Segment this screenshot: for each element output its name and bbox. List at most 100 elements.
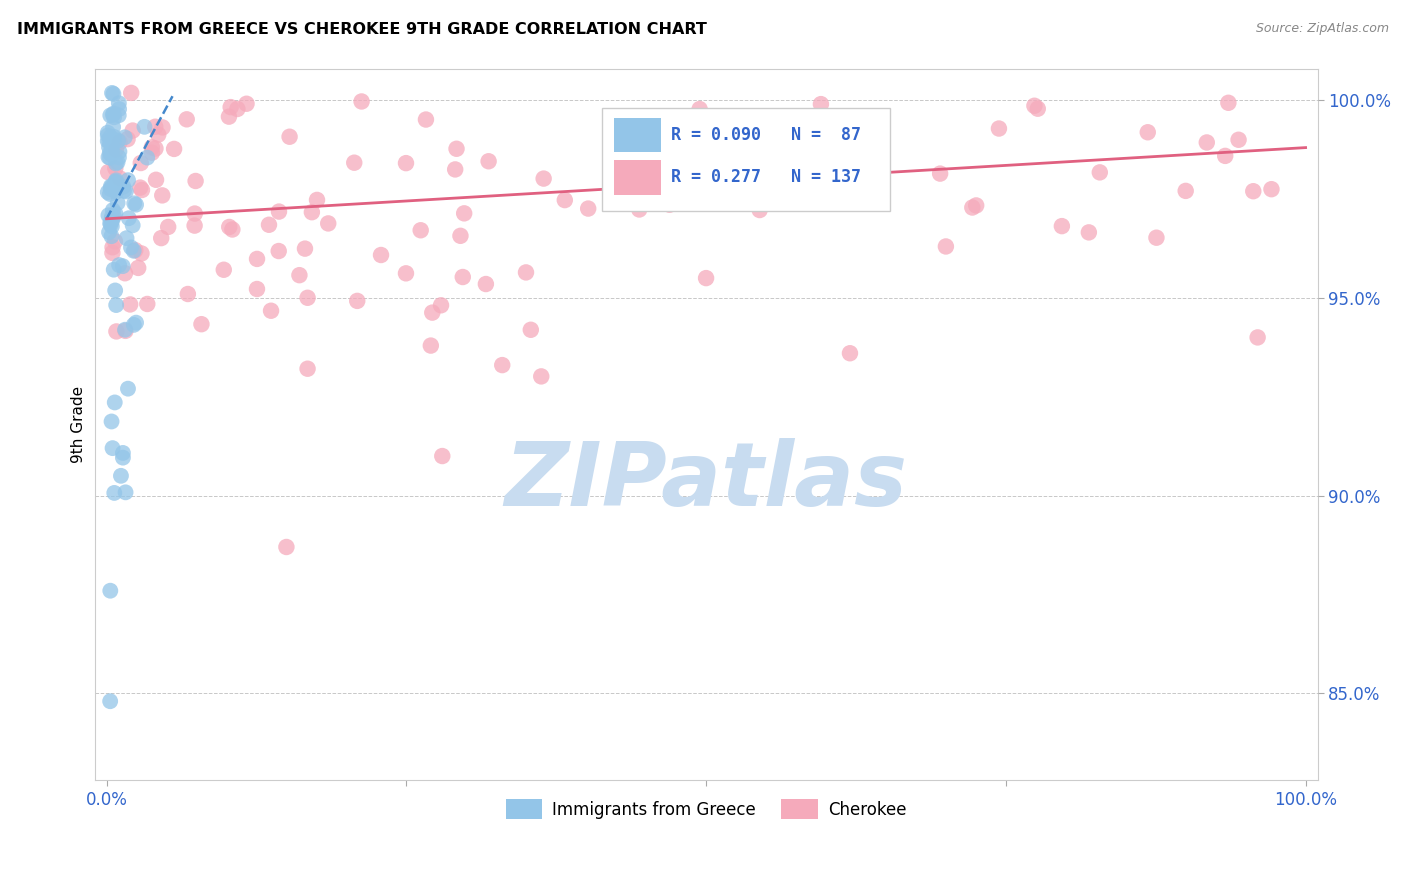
- Text: R = 0.277   N = 137: R = 0.277 N = 137: [671, 169, 860, 186]
- Point: [218, 110, 240, 124]
- Point: [219, 100, 242, 114]
- Point: [104, 175, 127, 189]
- Point: [120, 240, 142, 254]
- Point: [111, 446, 134, 460]
- Point: [122, 196, 145, 211]
- Point: [183, 219, 205, 233]
- Point: [104, 234, 127, 248]
- Point: [110, 468, 132, 483]
- Point: [108, 135, 131, 149]
- Point: [100, 147, 122, 161]
- Point: [121, 219, 143, 233]
- Point: [114, 324, 136, 338]
- Point: [103, 133, 125, 147]
- Point: [430, 298, 453, 312]
- Point: [761, 111, 783, 125]
- Point: [695, 271, 717, 285]
- Point: [103, 110, 125, 124]
- Point: [98, 151, 121, 165]
- Point: [141, 140, 163, 154]
- Point: [125, 197, 148, 211]
- Point: [515, 265, 537, 279]
- Point: [97, 150, 120, 164]
- Point: [108, 151, 131, 165]
- Point: [105, 298, 128, 312]
- Point: [737, 120, 759, 135]
- Point: [124, 243, 146, 257]
- Point: [98, 135, 121, 149]
- Point: [143, 120, 166, 134]
- Point: [226, 102, 249, 116]
- Point: [221, 222, 243, 236]
- Point: [97, 185, 120, 199]
- Point: [103, 209, 125, 223]
- Point: [100, 212, 122, 227]
- Point: [1218, 95, 1240, 110]
- Point: [101, 145, 124, 159]
- Point: [104, 143, 127, 157]
- Point: [987, 121, 1010, 136]
- Point: [104, 395, 127, 409]
- Point: [117, 132, 139, 146]
- Point: [114, 266, 136, 280]
- Point: [101, 219, 124, 234]
- Point: [145, 173, 167, 187]
- Point: [131, 183, 153, 197]
- Point: [114, 130, 136, 145]
- Point: [134, 120, 156, 134]
- FancyBboxPatch shape: [614, 161, 661, 194]
- Point: [97, 165, 120, 179]
- Point: [1195, 136, 1218, 150]
- Point: [1088, 165, 1111, 179]
- Point: [1136, 125, 1159, 139]
- Point: [114, 485, 136, 500]
- Point: [97, 134, 120, 148]
- Legend: Immigrants from Greece, Cherokee: Immigrants from Greece, Cherokee: [499, 793, 912, 825]
- Point: [432, 449, 454, 463]
- Point: [103, 106, 125, 120]
- Point: [935, 239, 957, 253]
- Point: [101, 240, 124, 254]
- Point: [104, 175, 127, 189]
- Point: [101, 179, 124, 194]
- Point: [707, 180, 730, 194]
- Point: [475, 277, 498, 291]
- Point: [114, 323, 136, 337]
- Point: [101, 246, 124, 260]
- Point: [103, 181, 125, 195]
- Point: [616, 192, 638, 206]
- Point: [118, 211, 141, 226]
- Point: [929, 167, 952, 181]
- Point: [246, 252, 269, 266]
- Point: [100, 179, 122, 194]
- Point: [152, 120, 174, 135]
- Text: R = 0.090   N =  87: R = 0.090 N = 87: [671, 126, 860, 144]
- Point: [554, 193, 576, 207]
- Point: [107, 134, 129, 148]
- Point: [98, 694, 121, 708]
- Point: [122, 318, 145, 332]
- Point: [100, 218, 122, 232]
- Point: [343, 155, 366, 169]
- Point: [453, 206, 475, 220]
- Point: [370, 248, 392, 262]
- Point: [104, 156, 127, 170]
- Point: [122, 244, 145, 258]
- Point: [730, 116, 752, 130]
- Point: [177, 287, 200, 301]
- Point: [107, 195, 129, 210]
- Point: [98, 225, 121, 239]
- Point: [444, 162, 467, 177]
- Point: [111, 450, 134, 465]
- Point: [98, 140, 121, 154]
- Point: [108, 145, 131, 159]
- Point: [108, 102, 131, 116]
- Point: [1024, 99, 1046, 113]
- Point: [810, 97, 832, 112]
- Point: [768, 152, 790, 166]
- Point: [104, 161, 127, 176]
- Point: [184, 206, 207, 220]
- Point: [420, 305, 443, 319]
- Point: [628, 202, 651, 217]
- Point: [491, 358, 513, 372]
